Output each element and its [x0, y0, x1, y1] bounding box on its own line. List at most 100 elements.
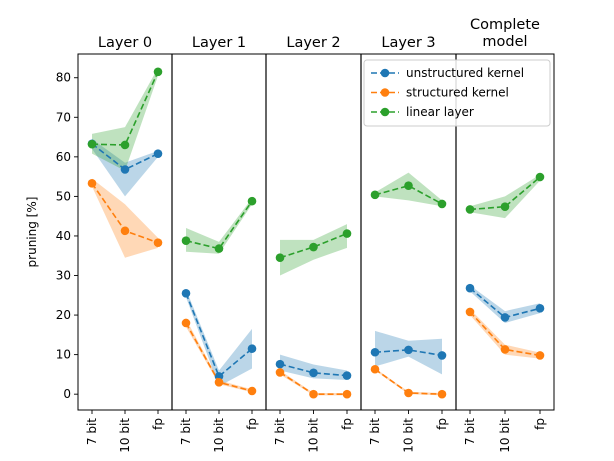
point-panel3-unstructured-kernel-10-bit [404, 345, 413, 355]
point-panel0-structured-kernel-10-bit [120, 226, 130, 236]
x-tick-label-panel2-10-bit: 10 bit [307, 418, 321, 453]
y-tick-label-20: 20 [56, 308, 71, 322]
point-panel0-structured-kernel-7-bit [87, 179, 97, 188]
band-panel0-structured-kernel [92, 178, 158, 258]
band-panel4-linear-layer [470, 174, 540, 219]
point-panel2-linear-layer-fp [342, 229, 352, 238]
point-panel2-structured-kernel-10-bit [309, 389, 318, 399]
point-panel1-unstructured-kernel-7-bit [181, 289, 191, 298]
point-panel4-linear-layer-7-bit [465, 205, 475, 214]
y-tick-label-40: 40 [56, 229, 71, 243]
x-tick-label-panel0-10-bit: 10 bit [118, 418, 132, 453]
band-panel1-linear-layer [186, 198, 252, 254]
point-panel1-structured-kernel-10-bit [214, 378, 224, 387]
band-panel0-linear-layer [92, 67, 158, 171]
x-tick-label-panel4-10-bit: 10 bit [498, 418, 512, 453]
point-panel2-structured-kernel-fp [342, 389, 352, 399]
point-panel2-linear-layer-7-bit [275, 253, 285, 263]
panel-title-3: Layer 3 [381, 35, 435, 51]
point-panel4-unstructured-kernel-10-bit [500, 313, 510, 322]
point-panel1-structured-kernel-fp [247, 386, 257, 396]
panel-title-0: Layer 0 [98, 35, 152, 51]
x-tick-label-panel0-fp: fp [151, 418, 165, 430]
legend-label-linear-layer: linear layer [406, 105, 474, 119]
point-panel2-linear-layer-10-bit [309, 242, 318, 252]
legend: unstructured kernel structured kernel line… [363, 59, 551, 127]
legend-label-unstructured-kernel: unstructured kernel [406, 66, 524, 80]
series-lines [87, 67, 545, 399]
point-panel0-unstructured-kernel-10-bit [120, 165, 130, 174]
point-panel4-unstructured-kernel-7-bit [465, 283, 475, 293]
point-panel2-unstructured-kernel-10-bit [309, 368, 318, 378]
point-panel4-structured-kernel-7-bit [465, 307, 475, 317]
point-panel3-structured-kernel-10-bit [404, 388, 413, 398]
point-panel0-linear-layer-7-bit [87, 139, 97, 149]
point-panel4-structured-kernel-10-bit [500, 345, 510, 354]
y-tick-label-10: 10 [56, 348, 71, 362]
line-panel4-structured-kernel [469, 311, 541, 357]
x-tick-label-panel3-7-bit: 7 bit [368, 418, 382, 445]
y-tick-label-60: 60 [56, 150, 71, 164]
legend-marker-unstructured-kernel [380, 68, 390, 78]
point-panel1-unstructured-kernel-fp [247, 344, 257, 353]
x-tick-label-panel4-7-bit: 7 bit [463, 418, 477, 445]
point-panel3-structured-kernel-7-bit [370, 364, 380, 374]
point-panel1-linear-layer-10-bit [214, 244, 224, 253]
point-panel0-structured-kernel-fp [153, 238, 163, 247]
legend-box [363, 59, 551, 127]
line-panel4-linear-layer [469, 176, 541, 211]
x-tick-label-panel2-fp: fp [340, 418, 354, 430]
y-tick-label-30: 30 [56, 269, 71, 283]
y-tick-label-50: 50 [56, 189, 71, 203]
point-panel2-unstructured-kernel-7-bit [275, 359, 285, 369]
x-tick-label-panel1-fp: fp [245, 418, 259, 430]
point-panel1-structured-kernel-7-bit [181, 318, 191, 328]
point-panel3-linear-layer-7-bit [370, 190, 380, 200]
point-panel4-unstructured-kernel-fp [535, 304, 545, 313]
band-panel2-unstructured-kernel [280, 354, 347, 380]
x-tick-label-panel2-7-bit: 7 bit [273, 418, 287, 445]
line-panel2-unstructured-kernel [279, 363, 348, 377]
legend-marker-linear-layer [380, 107, 390, 117]
panel-title-1: Layer 1 [192, 35, 246, 51]
x-tick-label-panel0-7-bit: 7 bit [85, 418, 99, 445]
line-panel3-unstructured-kernel [374, 349, 443, 357]
point-panel2-unstructured-kernel-fp [342, 371, 352, 380]
point-panel4-structured-kernel-fp [535, 351, 545, 360]
point-panel3-unstructured-kernel-7-bit [370, 347, 380, 357]
y-tick-label-0: 0 [63, 387, 71, 401]
legend-marker-structured-kernel [380, 88, 390, 97]
x-tick-label-panel3-10-bit: 10 bit [402, 418, 416, 453]
panel-title-4-line1: model [482, 34, 527, 50]
point-panel4-linear-layer-10-bit [500, 202, 510, 211]
line-panel1-linear-layer [185, 200, 253, 250]
point-panel0-unstructured-kernel-fp [153, 149, 163, 158]
y-axis-label: pruning [%] [25, 197, 39, 268]
point-panel4-linear-layer-fp [535, 172, 545, 182]
x-tick-label-panel3-fp: fp [435, 418, 449, 430]
x-tick-label-panel1-7-bit: 7 bit [179, 418, 193, 445]
point-panel0-linear-layer-10-bit [120, 140, 130, 150]
panel-title-2: Layer 2 [286, 35, 340, 51]
x-tick-label-panel1-10-bit: 10 bit [212, 418, 226, 453]
line-panel2-linear-layer [279, 232, 348, 259]
line-panel1-unstructured-kernel [185, 293, 253, 378]
point-panel2-structured-kernel-7-bit [275, 368, 285, 377]
point-panel3-unstructured-kernel-fp [437, 351, 447, 360]
point-panel1-linear-layer-7-bit [181, 236, 191, 245]
point-panel1-linear-layer-fp [247, 196, 257, 206]
point-panel0-linear-layer-fp [153, 67, 163, 77]
y-tick-label-80: 80 [56, 71, 71, 85]
line-panel0-linear-layer [91, 71, 159, 146]
axes: 7 bit 10 bit fp Layer 0 7 bit 10 bit fp Layer 1… [25, 17, 555, 453]
plot-frame [77, 53, 555, 411]
line-panel3-linear-layer [374, 184, 443, 205]
point-panel3-structured-kernel-fp [437, 389, 447, 399]
y-tick-label-70: 70 [56, 110, 71, 124]
point-panel3-linear-layer-fp [437, 199, 447, 209]
legend-label-structured-kernel: structured kernel [406, 86, 509, 100]
panel-title-4-line0: Complete [470, 17, 540, 33]
x-tick-label-panel4-fp: fp [533, 418, 547, 430]
point-panel3-linear-layer-10-bit [404, 181, 413, 191]
